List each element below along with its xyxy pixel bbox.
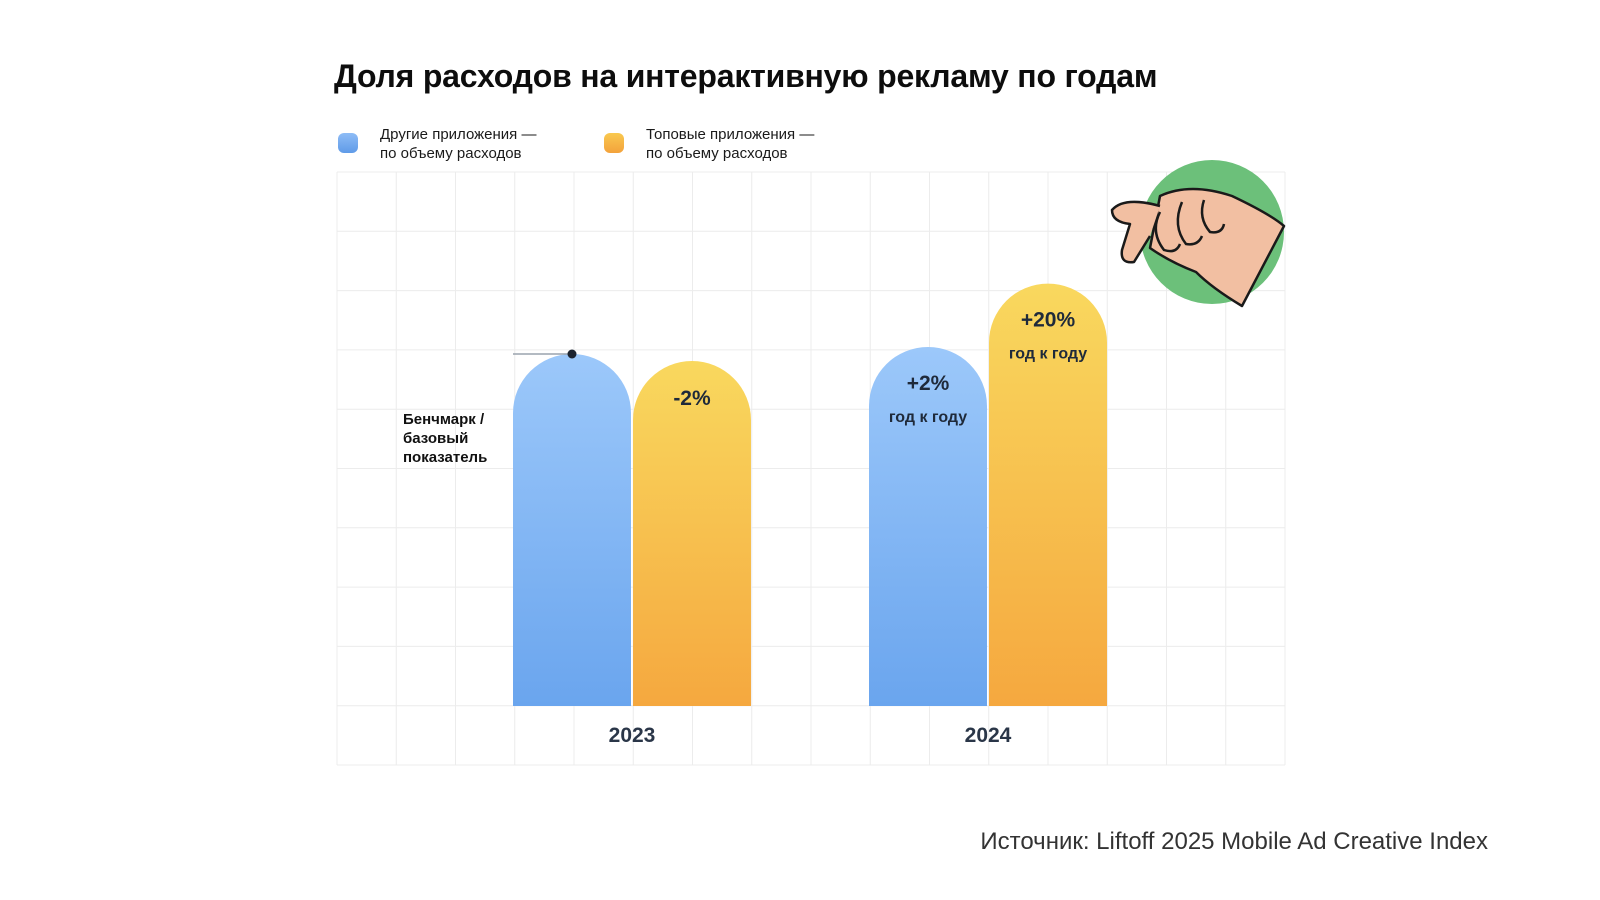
legend-label-top-apps: Топовые приложения — по объему расходов xyxy=(646,126,815,162)
benchmark-dot xyxy=(567,349,577,359)
chart-data-labels: -2% +2% год к году +20% год к году xyxy=(673,309,1087,426)
bar-other-apps-2024 xyxy=(869,346,987,706)
benchmark-marker xyxy=(513,349,577,359)
data-label-top-apps-2023: -2% xyxy=(673,387,711,410)
legend-item-top-apps: Топовые приложения — по объему расходов xyxy=(604,125,814,163)
chart-x-tick-labels: 2023 2024 xyxy=(609,724,1012,747)
chart-bars xyxy=(513,283,1107,706)
bar-other-apps-2023 xyxy=(513,354,631,706)
data-sublabel-other-apps-2024: год к году xyxy=(889,409,967,426)
legend-swatch-yellow xyxy=(604,133,624,153)
bar-top-apps-2024 xyxy=(989,283,1107,706)
data-label-top-apps-2024: +20% xyxy=(1021,309,1076,332)
bar-top-apps-2023 xyxy=(633,361,751,706)
source-note: Источник: Liftoff 2025 Mobile Ad Creativ… xyxy=(980,828,1488,855)
chart-grid xyxy=(336,171,1286,766)
legend-label-other-apps: Другие приложения — по объему расходов xyxy=(380,126,537,162)
x-tick-label-2024: 2024 xyxy=(965,724,1012,747)
legend-item-other-apps: Другие приложения — по объему расходов xyxy=(338,125,536,163)
chart-title: Доля расходов на интерактивную рекламу п… xyxy=(334,58,1158,94)
benchmark-annotation: Бенчмарк / базовый показатель xyxy=(403,411,488,466)
pointing-hand-icon xyxy=(1110,160,1286,308)
legend-swatch-blue xyxy=(338,133,358,153)
data-label-other-apps-2024: +2% xyxy=(907,372,950,395)
x-tick-label-2023: 2023 xyxy=(609,724,656,747)
data-sublabel-top-apps-2024: год к году xyxy=(1009,346,1087,363)
